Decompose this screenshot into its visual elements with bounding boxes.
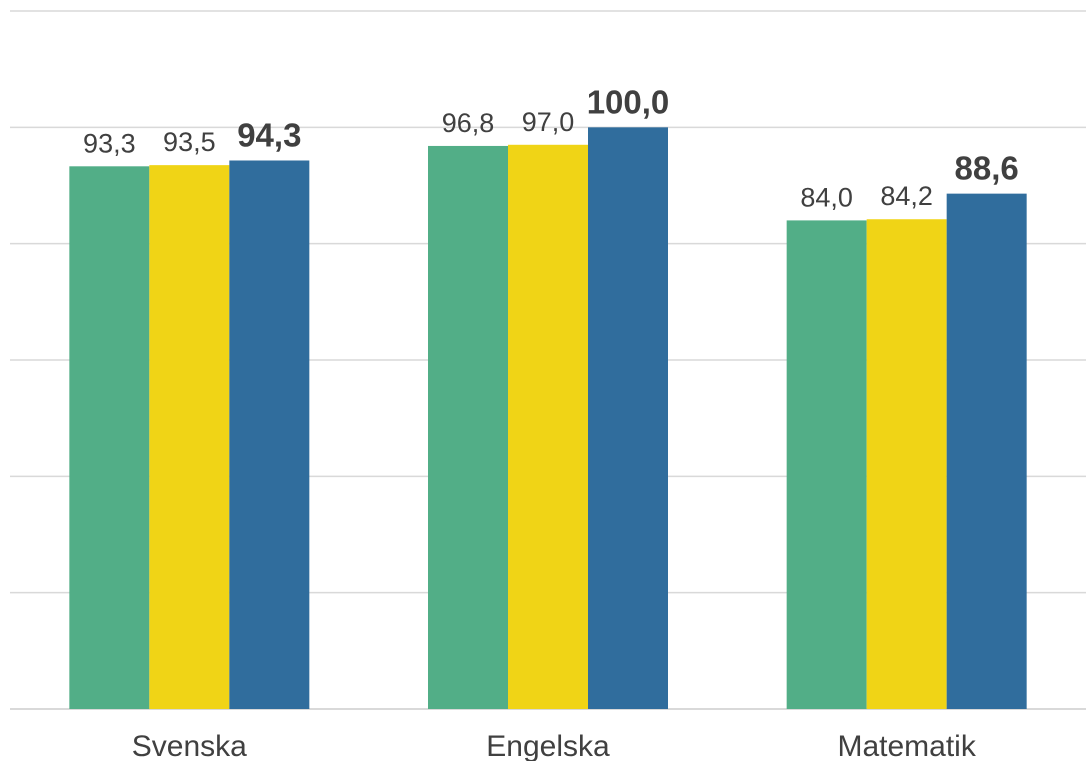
category-label: Svenska bbox=[132, 730, 247, 761]
bar bbox=[149, 165, 230, 709]
data-label: 100,0 bbox=[587, 83, 670, 120]
data-label: 93,3 bbox=[83, 128, 136, 158]
bar bbox=[229, 160, 310, 709]
bar bbox=[588, 127, 668, 710]
data-label: 84,0 bbox=[800, 182, 853, 212]
category-labels: Svenska Engelska Matematik bbox=[132, 730, 977, 761]
bar bbox=[69, 166, 150, 709]
data-label: 94,3 bbox=[237, 116, 301, 153]
data-label: 88,6 bbox=[955, 150, 1019, 187]
bar bbox=[866, 219, 947, 709]
category-label: Matematik bbox=[837, 730, 976, 761]
bar bbox=[508, 144, 588, 710]
data-label: 96,8 bbox=[442, 108, 495, 138]
data-label: 93,5 bbox=[163, 127, 216, 157]
category-label: Engelska bbox=[486, 730, 610, 761]
data-labels: 93,3 93,5 94,3 96,8 97,0 100,0 84,0 84,2 88,6 bbox=[83, 83, 1019, 212]
bar bbox=[786, 220, 867, 709]
bar bbox=[428, 145, 508, 710]
bar bbox=[946, 193, 1027, 710]
bars bbox=[69, 127, 1027, 710]
data-label: 97,0 bbox=[522, 107, 575, 137]
data-label: 84,2 bbox=[880, 181, 933, 211]
